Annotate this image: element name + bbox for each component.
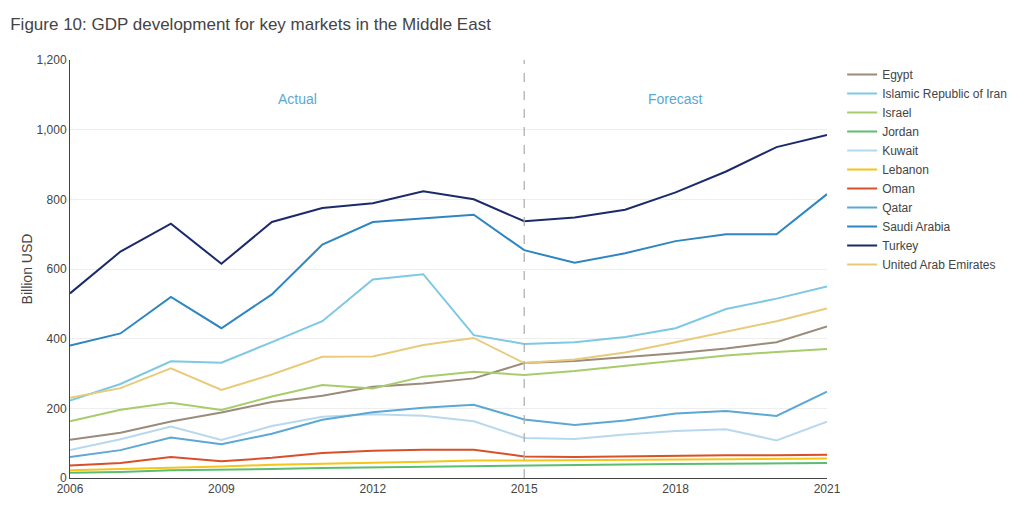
svg-text:Actual: Actual bbox=[278, 91, 317, 107]
svg-text:Islamic Republic of Iran: Islamic Republic of Iran bbox=[882, 87, 1007, 101]
svg-text:Saudi Arabia: Saudi Arabia bbox=[882, 220, 950, 234]
svg-text:Billion USD: Billion USD bbox=[19, 234, 35, 305]
svg-text:Oman: Oman bbox=[882, 182, 915, 196]
svg-text:Turkey: Turkey bbox=[882, 239, 918, 253]
svg-text:2012: 2012 bbox=[359, 482, 386, 496]
svg-text:200: 200 bbox=[47, 402, 67, 416]
svg-text:United Arab Emirates: United Arab Emirates bbox=[882, 258, 995, 272]
svg-text:2009: 2009 bbox=[208, 482, 235, 496]
svg-text:2021: 2021 bbox=[814, 482, 841, 496]
svg-text:400: 400 bbox=[47, 332, 67, 346]
svg-text:Jordan: Jordan bbox=[882, 125, 919, 139]
svg-text:0: 0 bbox=[60, 471, 67, 485]
svg-text:Forecast: Forecast bbox=[648, 91, 703, 107]
svg-text:800: 800 bbox=[47, 193, 67, 207]
svg-text:Qatar: Qatar bbox=[882, 201, 912, 215]
svg-text:1,200: 1,200 bbox=[37, 53, 67, 67]
svg-text:Egypt: Egypt bbox=[882, 68, 913, 82]
svg-text:Figure 10: GDP development for: Figure 10: GDP development for key marke… bbox=[10, 15, 491, 34]
svg-text:2006: 2006 bbox=[57, 482, 84, 496]
svg-text:600: 600 bbox=[47, 262, 67, 276]
svg-text:Kuwait: Kuwait bbox=[882, 144, 919, 158]
svg-text:2018: 2018 bbox=[662, 482, 689, 496]
svg-text:Israel: Israel bbox=[882, 106, 911, 120]
svg-text:1,000: 1,000 bbox=[37, 123, 67, 137]
svg-text:Lebanon: Lebanon bbox=[882, 163, 929, 177]
svg-text:2015: 2015 bbox=[511, 482, 538, 496]
